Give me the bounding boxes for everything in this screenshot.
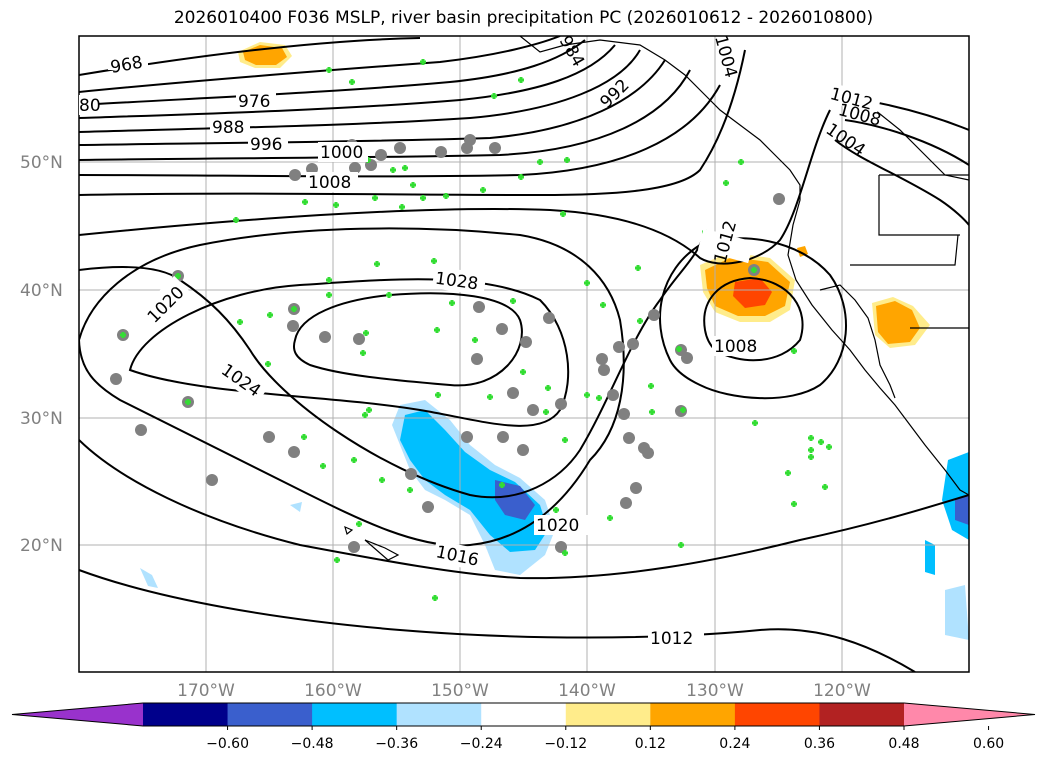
colorbar-tick-label: −0.48	[291, 736, 334, 752]
lon-label: 170°W	[177, 681, 235, 701]
colorbar-segment	[734, 703, 820, 726]
colorbar-segment	[819, 703, 905, 726]
colorbar-tick-label: −0.36	[375, 736, 418, 752]
isobar-label: 996	[250, 135, 282, 155]
colorbar-segment	[312, 703, 398, 726]
precip-negative-areas	[140, 400, 969, 640]
colorbar-tick-label: −0.12	[544, 736, 587, 752]
colorbar-tick-label: −0.24	[460, 736, 503, 752]
isobar-label: 80	[79, 96, 101, 116]
isobar-label: 1020	[536, 516, 579, 536]
isobar-label: 1008	[308, 173, 351, 193]
lon-label: 120°W	[813, 681, 871, 701]
isobar-label: 1008	[714, 337, 757, 357]
colorbar-outline	[11, 702, 1036, 727]
isobar-label: 1012	[650, 629, 693, 649]
map-title: 2026010400 F036 MSLP, river basin precip…	[173, 8, 874, 28]
colorbar-segment	[481, 703, 567, 726]
lon-label: 140°W	[558, 681, 616, 701]
lat-label: 20°N	[20, 536, 63, 556]
colorbar-tick-label: −0.60	[206, 736, 249, 752]
isobar-label: 1000	[320, 143, 363, 163]
lat-label: 30°N	[20, 409, 63, 429]
colorbar-extension-min	[12, 703, 143, 726]
colorbar-segment	[396, 703, 482, 726]
colorbar-tick-label: 0.36	[804, 736, 835, 752]
station-markers	[110, 59, 832, 601]
colorbar-extension-max	[904, 703, 1035, 726]
colorbar-segment	[143, 703, 229, 726]
colorbar-segment	[565, 703, 651, 726]
isobar-label: 988	[212, 118, 244, 138]
colorbar: −0.60 −0.48 −0.36 −0.24 −0.12 0.12 0.24 0.36 0.4…	[11, 702, 1036, 752]
lon-label: 130°W	[686, 681, 744, 701]
lon-label: 160°W	[304, 681, 362, 701]
precip-positive-areas	[238, 42, 930, 348]
lat-label: 50°N	[20, 153, 63, 173]
map-frame	[78, 35, 970, 673]
colorbar-tick-label: 0.48	[888, 736, 919, 752]
colorbar-tick-label: 0.24	[719, 736, 750, 752]
lon-label: 150°W	[431, 681, 489, 701]
colorbar-tick-label: 0.60	[973, 736, 1004, 752]
lat-label: 40°N	[20, 281, 63, 301]
colorbar-segment	[227, 703, 313, 726]
isobar-label: 976	[238, 92, 270, 112]
colorbar-tick-label: 0.12	[635, 736, 666, 752]
colorbar-segment	[650, 703, 736, 726]
